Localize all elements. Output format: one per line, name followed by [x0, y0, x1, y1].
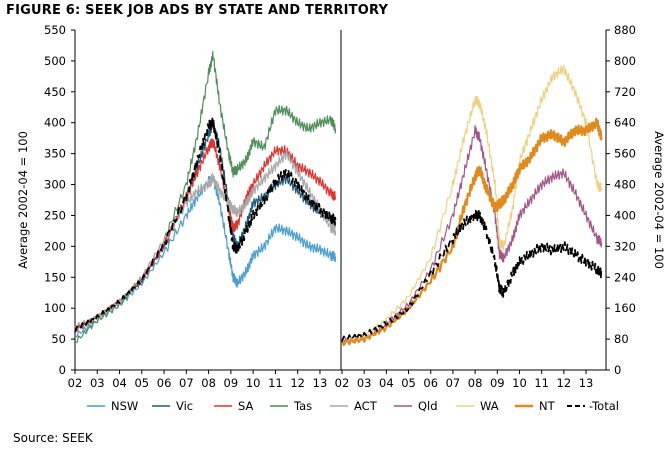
y-tick-label: 560	[614, 147, 636, 161]
x-tick-label: 11	[268, 376, 283, 390]
x-tick-label: 04	[112, 376, 127, 390]
y-axis-label: Average 2002-04 = 100	[16, 131, 30, 269]
y-tick-label: 400	[614, 208, 636, 222]
x-tick-label: 10	[246, 376, 261, 390]
x-tick-label: 05	[401, 376, 416, 390]
x-tick-label: 10	[512, 376, 527, 390]
y-tick-label: 200	[44, 239, 66, 253]
series-line-total-right	[341, 209, 603, 342]
y-tick-label: 450	[44, 85, 66, 99]
y-tick-label: 350	[44, 147, 66, 161]
series-line-qld-right	[341, 125, 603, 344]
y-tick-label: 0	[614, 363, 621, 377]
y-tick-label: 500	[44, 54, 66, 68]
y-tick-label: 150	[44, 270, 66, 284]
x-tick-label: 03	[357, 376, 372, 390]
x-tick-label: 06	[423, 376, 438, 390]
x-tick-label: 06	[157, 376, 172, 390]
series-line-nt-right	[340, 117, 603, 347]
x-tick-label: 12	[557, 376, 572, 390]
x-tick-label: 11	[534, 376, 549, 390]
x-tick-label: 02	[68, 376, 83, 390]
legend-label-vic: Vic	[176, 399, 193, 413]
x-tick-label: 07	[446, 376, 461, 390]
x-tick-label: 03	[90, 376, 105, 390]
y-tick-label: 400	[44, 116, 66, 130]
x-tick-label: 08	[201, 376, 216, 390]
y-tick-label: 80	[614, 332, 629, 346]
y-tick-label: 50	[51, 332, 66, 346]
y-tick-label: 800	[614, 54, 636, 68]
y-axis-label: Average 2002-04 = 100	[652, 131, 666, 269]
legend-label-nsw: NSW	[111, 399, 138, 413]
legend-label-nt: NT	[539, 399, 556, 413]
y-tick-label: 320	[614, 239, 636, 253]
x-tick-label: 05	[134, 376, 149, 390]
legend-label-wa: WA	[480, 399, 499, 413]
y-tick-label: 720	[614, 85, 636, 99]
legend-label-qld: Qld	[418, 399, 438, 413]
y-tick-label: 300	[44, 178, 66, 192]
x-tick-label: 04	[379, 376, 394, 390]
y-tick-label: 100	[44, 301, 66, 315]
legend-label-act: ACT	[354, 399, 378, 413]
y-tick-label: 880	[614, 23, 636, 37]
y-tick-label: 0	[59, 363, 66, 377]
x-tick-label: 08	[468, 376, 483, 390]
chart-axes: 050100150200250300350400450500550Average…	[16, 23, 666, 390]
y-tick-label: 250	[44, 208, 66, 222]
x-tick-label: 09	[224, 376, 239, 390]
x-tick-label: 02	[335, 376, 350, 390]
x-tick-label: 13	[313, 376, 328, 390]
source-note: Source: SEEK	[13, 431, 93, 445]
y-tick-label: 480	[614, 178, 636, 192]
x-tick-label: 13	[579, 376, 594, 390]
x-tick-label: 09	[490, 376, 505, 390]
legend-label-tas: Tas	[293, 399, 312, 413]
legend-label-total: -Total	[589, 399, 619, 413]
series-line-wa-right	[341, 64, 603, 346]
series-line-vic-left	[74, 118, 337, 332]
series-line-nsw-left	[74, 173, 337, 338]
chart-title: FIGURE 6: SEEK JOB ADS BY STATE AND TERR…	[6, 3, 389, 18]
y-tick-label: 550	[44, 23, 66, 37]
chart-series	[74, 50, 603, 347]
series-line-tas-left	[74, 50, 337, 344]
legend-label-sa: SA	[238, 399, 254, 413]
x-tick-label: 12	[290, 376, 305, 390]
x-tick-label: 07	[179, 376, 194, 390]
y-tick-label: 240	[614, 270, 636, 284]
series-line-total-left	[74, 117, 337, 333]
chart-legend: NSW Vic SA Tas ACT Qld WA NT -Total	[87, 399, 619, 413]
y-tick-label: 160	[614, 301, 636, 315]
y-tick-label: 640	[614, 116, 636, 130]
